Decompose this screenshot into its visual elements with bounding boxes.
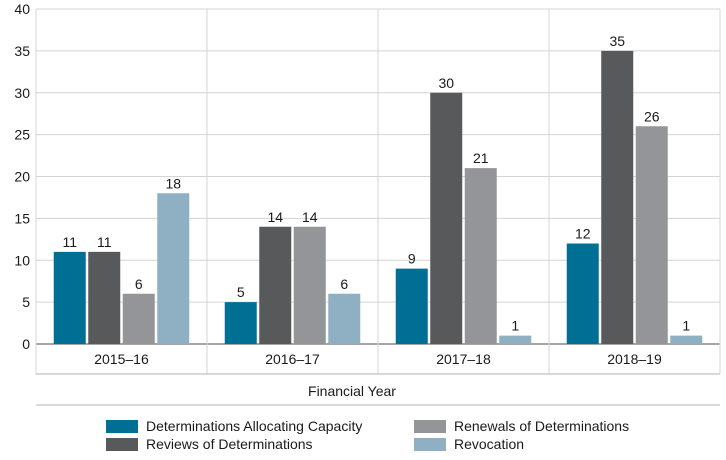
data-label: 11: [97, 234, 112, 250]
bars: [53, 50, 703, 344]
y-tick-label: 30: [14, 85, 30, 101]
data-label: 26: [644, 108, 660, 124]
bar-chart: 0 5 10 15 20 25 30 35 40 11 11 6 18 5 14 14 6 9 30 21 1 12 35…: [14, 1, 721, 406]
legend-label: Revocation: [454, 436, 525, 452]
legend-label: Renewals of Determinations: [454, 418, 630, 434]
x-tick-label: 2015–16: [94, 351, 149, 367]
y-tick-label: 15: [14, 210, 30, 226]
x-axis-label: Financial Year: [308, 383, 396, 399]
bar: [601, 50, 634, 344]
data-labels: 11 11 6 18 5 14 14 6 9 30 21 1 12 35 26 1: [62, 33, 690, 334]
bar: [88, 251, 121, 344]
data-label: 14: [302, 209, 318, 225]
bar: [670, 335, 703, 344]
x-tick-label: 2018–19: [607, 351, 662, 367]
legend-item-revocation: Revocation: [414, 435, 524, 453]
y-tick-label: 35: [14, 43, 30, 59]
legend-label: Reviews of Determinations: [146, 436, 313, 452]
data-label: 6: [340, 276, 348, 292]
y-axis: 0 5 10 15 20 25 30 35 40: [14, 1, 30, 352]
y-tick-label: 20: [14, 169, 30, 185]
legend-swatch-reviews: [106, 437, 138, 451]
legend-item-allocating: Determinations Allocating Capacity: [106, 417, 362, 435]
data-label: 1: [682, 318, 690, 334]
bar: [328, 293, 361, 344]
bar: [293, 226, 326, 344]
bar: [53, 251, 86, 344]
bar: [499, 335, 532, 344]
data-label: 6: [135, 276, 143, 292]
legend-swatch-revocation: [414, 437, 446, 451]
bar: [464, 168, 497, 344]
x-tick-label: 2016–17: [265, 351, 320, 367]
legend-label: Determinations Allocating Capacity: [146, 418, 363, 434]
legend-swatch-renewals: [414, 419, 446, 433]
data-label: 11: [62, 234, 77, 250]
gridlines: [35, 8, 721, 375]
data-label: 14: [267, 209, 283, 225]
bar: [635, 126, 668, 344]
bar: [157, 193, 190, 344]
bar: [224, 302, 257, 344]
data-label: 12: [575, 226, 591, 242]
data-label: 35: [609, 33, 625, 49]
legend-swatch-allocating: [106, 419, 138, 433]
legend-item-renewals: Renewals of Determinations: [414, 417, 629, 435]
x-tick-label: 2017–18: [436, 351, 491, 367]
y-tick-label: 25: [14, 127, 30, 143]
data-label: 9: [408, 251, 416, 267]
data-label: 30: [438, 75, 454, 91]
bar: [430, 92, 463, 344]
bar: [566, 243, 599, 344]
y-tick-label: 5: [22, 294, 30, 310]
bar: [395, 268, 428, 344]
data-label: 1: [511, 318, 519, 334]
bar: [259, 226, 292, 344]
y-tick-label: 0: [22, 336, 30, 352]
data-label: 5: [237, 284, 245, 300]
legend-item-reviews: Reviews of Determinations: [106, 435, 313, 453]
data-label: 21: [473, 150, 489, 166]
legend: Determinations Allocating Capacity Revie…: [106, 417, 706, 457]
y-tick-label: 40: [14, 1, 30, 17]
y-tick-label: 10: [14, 252, 30, 268]
bar: [122, 293, 155, 344]
x-axis: 2015–16 2016–17 2017–18 2018–19: [94, 351, 662, 367]
data-label: 18: [165, 175, 181, 191]
